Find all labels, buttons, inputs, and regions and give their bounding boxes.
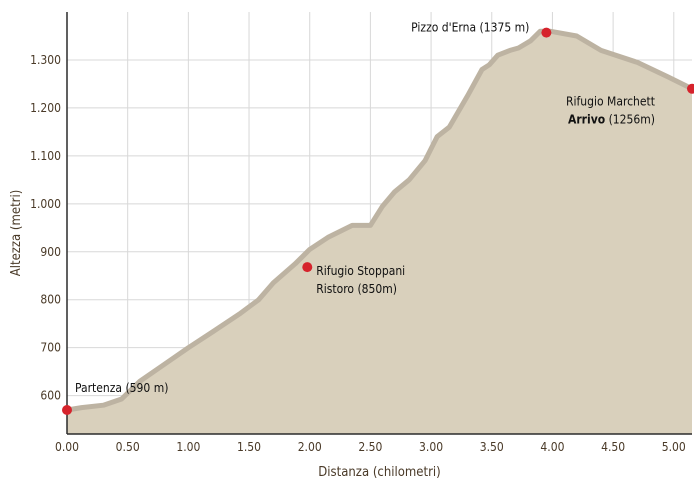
waypoint-label-rifugio-stoppani: Rifugio Stoppani <box>316 264 405 278</box>
x-tick-label: 1.00 <box>176 440 200 454</box>
x-tick-label: 3.00 <box>419 440 443 454</box>
x-axis-label: Distanza (chilometri) <box>318 465 440 480</box>
waypoint-marker-partenza <box>62 405 72 416</box>
x-tick-label: 1.50 <box>237 440 261 454</box>
waypoint-label-rifugio-marchett: Rifugio Marchett <box>566 95 655 109</box>
elevation-area <box>64 28 694 434</box>
x-tick-label: 2.50 <box>358 440 382 454</box>
y-tick-label: 1.200 <box>30 101 61 115</box>
x-tick-label: 3.50 <box>480 440 504 454</box>
y-tick-label: 700 <box>40 341 61 355</box>
waypoints: Partenza (590 m) Rifugio Stoppani Ristoro … <box>62 21 694 416</box>
y-axis-label: Altezza (metri) <box>9 190 24 277</box>
waypoint-label-rifugio-marchett: Arrivo (1256m) <box>568 113 655 127</box>
x-tick-label: 5.00 <box>662 440 686 454</box>
x-tick-label: 2.00 <box>298 440 322 454</box>
waypoint-marker-rifugio-marchett <box>687 83 694 94</box>
elevation-fill <box>67 31 692 434</box>
waypoint-label-rifugio-stoppani: Ristoro (850m) <box>316 282 397 296</box>
waypoint-label-pizzo-d-erna: Pizzo d'Erna (1375 m) <box>411 21 529 35</box>
x-tick-label: 0.00 <box>55 440 79 454</box>
x-tick-label: 0.50 <box>116 440 140 454</box>
y-tick-label: 800 <box>40 293 61 307</box>
x-tick-label: 4.00 <box>540 440 564 454</box>
y-tick-label: 600 <box>40 389 61 403</box>
waypoint-marker-pizzo-d-erna <box>541 27 552 38</box>
waypoint-marker-rifugio-stoppani <box>302 262 313 273</box>
y-tick-label: 900 <box>40 245 61 259</box>
waypoint-label-partenza: Partenza (590 m) <box>75 381 168 395</box>
tick-labels: 0.00 0.50 1.00 1.50 2.00 2.50 3.00 3.50 4.00 4.50… <box>30 53 686 454</box>
y-tick-label: 1.100 <box>30 149 61 163</box>
x-tick-label: 4.50 <box>601 440 625 454</box>
y-tick-label: 1.300 <box>30 53 61 67</box>
y-tick-label: 1.000 <box>30 197 61 211</box>
axes <box>66 12 692 435</box>
